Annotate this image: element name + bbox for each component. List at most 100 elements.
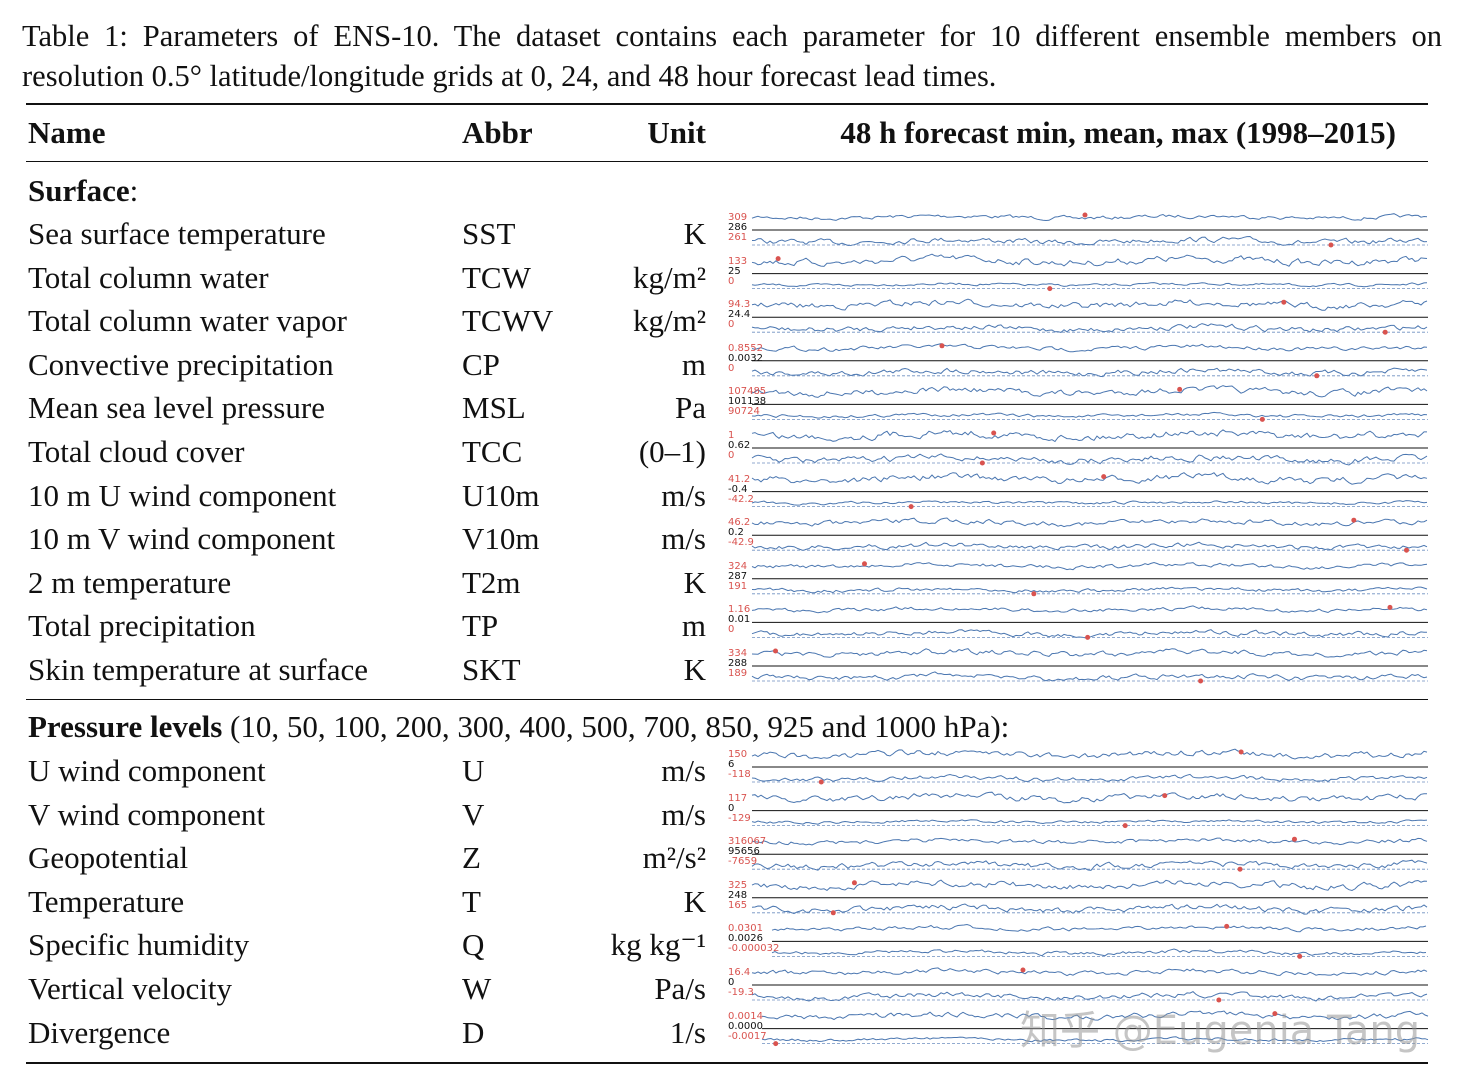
- param-unit: m: [681, 346, 706, 382]
- min-dot: [1031, 591, 1037, 597]
- max-sparkline: [751, 879, 1428, 892]
- max-dot: [775, 256, 781, 262]
- param-name: Temperature: [28, 883, 185, 919]
- max-label: 107485: [728, 386, 767, 398]
- min-dot: [1328, 242, 1334, 248]
- param-name: Specific humidity: [28, 927, 250, 963]
- min-sparkline: [751, 586, 1428, 594]
- param-abbr: TCC: [462, 434, 523, 469]
- mean-label: 0: [728, 977, 735, 988]
- param-name: Total precipitation: [28, 608, 256, 644]
- min-sparkline: [751, 671, 1428, 682]
- section-title-rest: :: [129, 173, 139, 208]
- param-abbr: TP: [462, 608, 499, 644]
- param-name: Total column water vapor: [28, 303, 347, 339]
- param-name: 10 m U wind component: [28, 477, 337, 513]
- mean-label: 0.0026: [728, 933, 763, 945]
- max-label: 316067: [728, 836, 767, 848]
- param-unit: 1/s: [669, 1014, 706, 1050]
- param-abbr: Q: [462, 927, 485, 963]
- param-abbr: SST: [462, 216, 516, 251]
- min-label: 191: [728, 580, 748, 592]
- param-unit: K: [683, 652, 706, 687]
- section-title: Pressure levels (10, 50, 100, 200, 300, …: [28, 711, 1009, 742]
- min-label: 189: [728, 668, 748, 679]
- min-dot: [1085, 634, 1091, 640]
- param-unit: m/s: [661, 796, 706, 832]
- max-sparkline: [751, 253, 1428, 267]
- mean-label: 101138: [728, 396, 767, 408]
- param-abbr: TCWV: [462, 303, 554, 339]
- min-dot: [908, 504, 914, 510]
- min-sparkline: [751, 323, 1428, 333]
- max-sparkline: [751, 429, 1427, 443]
- min-sparkline: [751, 453, 1428, 466]
- header-rule: [26, 161, 1428, 162]
- max-sparkline: [751, 213, 1428, 222]
- watermark: 知乎 @Eugenia Tang: [1020, 1008, 1421, 1054]
- param-abbr: MSL: [462, 390, 526, 426]
- mean-label: 24.4: [728, 309, 751, 321]
- mean-label: 288: [728, 658, 748, 669]
- max-label: 334: [728, 648, 748, 659]
- header-cell: Name: [28, 115, 106, 150]
- min-sparkline: [751, 859, 1428, 871]
- min-dot: [1403, 547, 1409, 553]
- top-rule: [26, 103, 1428, 105]
- max-label: 46.2: [728, 517, 751, 529]
- min-label: -118: [728, 769, 751, 780]
- max-sparkline: [751, 517, 1428, 528]
- max-dot: [1351, 517, 1357, 523]
- min-dot: [1382, 329, 1388, 335]
- min-label: -42.9: [728, 537, 754, 549]
- max-dot: [1082, 212, 1088, 218]
- min-sparkline: [751, 990, 1428, 1002]
- min-dot: [1047, 286, 1053, 292]
- param-unit: m/s: [661, 477, 706, 513]
- min-label: -7659: [728, 856, 758, 868]
- min-dot: [1314, 373, 1320, 379]
- max-sparkline: [751, 343, 1428, 353]
- mean-label: 286: [728, 222, 748, 233]
- mean-label: 0.0032: [728, 352, 763, 364]
- mean-label: 0.2: [728, 527, 744, 539]
- param-unit: kg kg⁻¹: [610, 927, 706, 963]
- mean-label: 25: [728, 265, 741, 277]
- max-sparkline: [751, 385, 1428, 398]
- max-label: 309: [728, 212, 748, 223]
- max-label: 41.2: [728, 473, 751, 485]
- min-dot: [1297, 953, 1303, 959]
- param-unit: Pa: [675, 390, 706, 426]
- max-sparkline: [751, 967, 1428, 977]
- max-dot: [939, 343, 945, 349]
- mean-label: 287: [728, 570, 748, 582]
- param-abbr: T2m: [462, 564, 521, 600]
- param-name: Sea surface temperature: [28, 216, 326, 251]
- param-abbr: V: [462, 796, 485, 832]
- max-dot: [773, 648, 779, 654]
- min-dot: [773, 1041, 779, 1047]
- param-unit: m/s: [661, 521, 706, 557]
- min-label: 90724: [728, 406, 760, 418]
- param-abbr: Z: [462, 840, 481, 876]
- min-label: -0.0017: [728, 1030, 767, 1042]
- param-name: 10 m V wind component: [28, 521, 336, 557]
- max-sparkline: [751, 298, 1428, 311]
- max-sparkline: [751, 561, 1428, 571]
- min-label: -42.2: [728, 493, 754, 505]
- max-dot: [1281, 299, 1287, 305]
- min-sparkline: [751, 500, 1428, 506]
- min-label: -0.000032: [728, 943, 780, 955]
- min-sparkline: [751, 541, 1428, 552]
- max-dot: [861, 561, 867, 567]
- min-label: 0: [728, 275, 735, 287]
- param-name: 2 m temperature: [28, 564, 232, 600]
- max-dot: [1162, 793, 1168, 799]
- max-sparkline: [751, 748, 1428, 760]
- max-dot: [991, 430, 997, 436]
- section-title-rest: (10, 50, 100, 200, 300, 400, 500, 700, 8…: [222, 709, 1010, 744]
- param-abbr: D: [462, 1014, 485, 1050]
- max-sparkline: [751, 648, 1428, 658]
- max-label: 0.0014: [728, 1010, 763, 1022]
